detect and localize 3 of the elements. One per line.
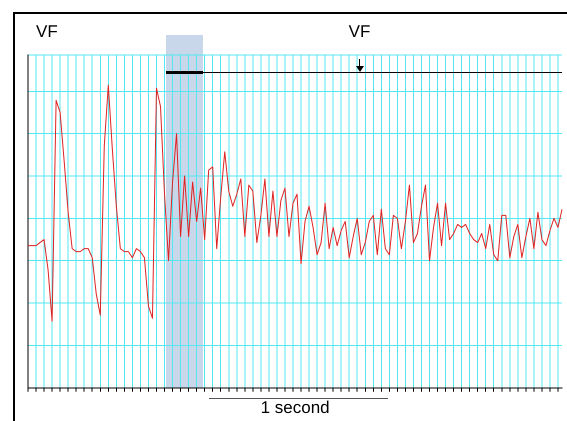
text: VF	[36, 22, 58, 42]
text: 1 second	[260, 398, 330, 418]
text: VF	[348, 22, 370, 42]
